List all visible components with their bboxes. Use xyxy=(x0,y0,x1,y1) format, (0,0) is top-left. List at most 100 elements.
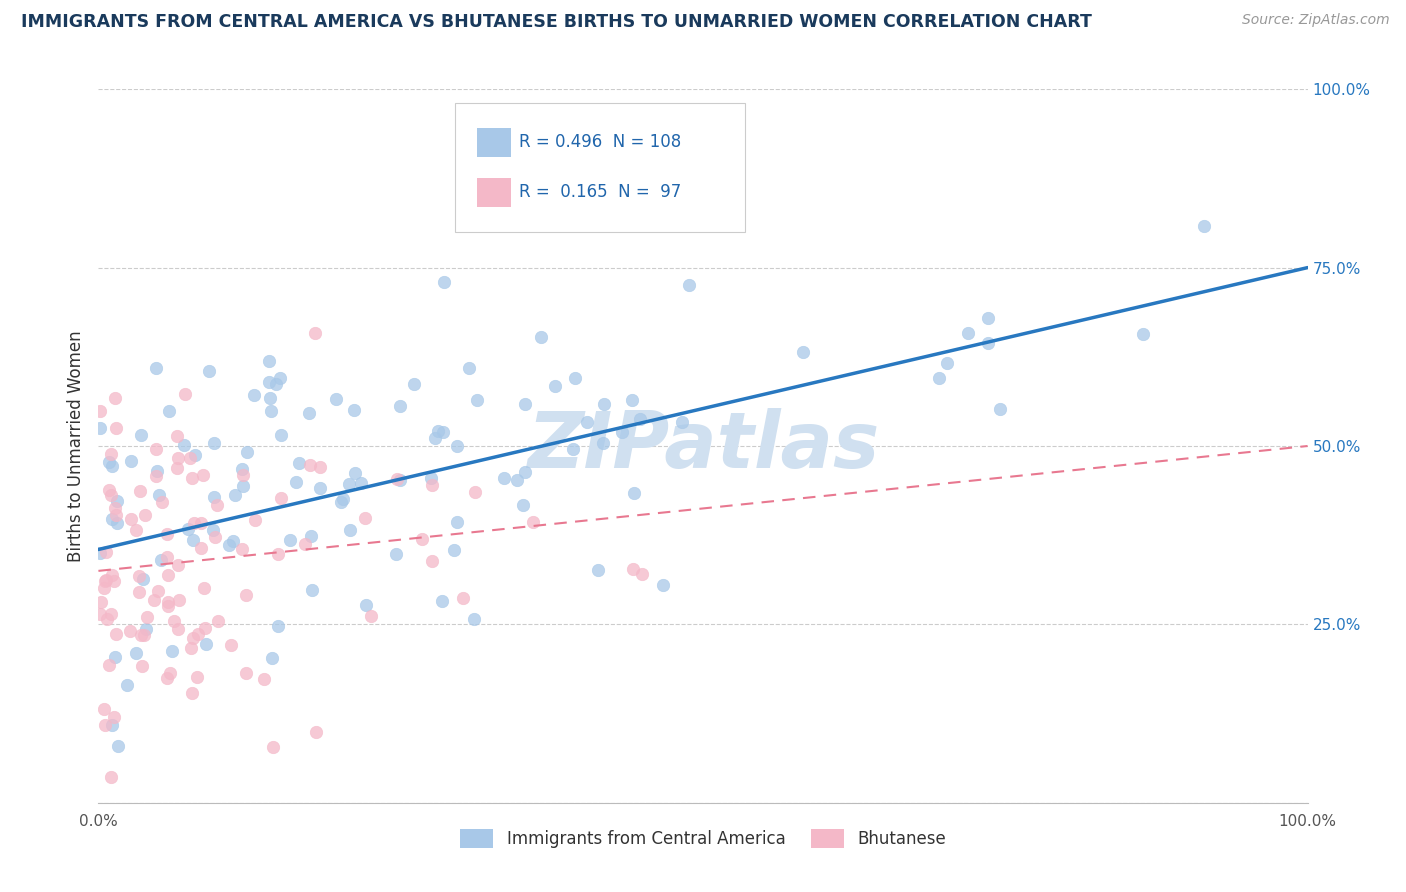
Y-axis label: Births to Unmarried Women: Births to Unmarried Women xyxy=(66,330,84,562)
Point xyxy=(287,456,309,470)
Point xyxy=(512,498,534,512)
Point xyxy=(494,471,516,485)
Point xyxy=(101,458,124,473)
Point xyxy=(107,739,129,753)
Point xyxy=(278,533,301,548)
Point xyxy=(174,386,197,401)
Point xyxy=(124,523,146,537)
Point xyxy=(103,649,125,664)
Point xyxy=(308,482,330,496)
Text: R = 0.496  N = 108: R = 0.496 N = 108 xyxy=(519,133,682,151)
Point xyxy=(184,448,207,462)
Point xyxy=(159,665,181,680)
Point xyxy=(270,491,292,505)
Point xyxy=(100,447,122,461)
Point xyxy=(465,392,488,407)
Point xyxy=(257,376,280,390)
Point xyxy=(186,670,208,684)
Point xyxy=(298,406,321,420)
Point xyxy=(262,739,284,754)
Point xyxy=(513,465,536,479)
Point xyxy=(120,454,142,468)
Point xyxy=(628,412,651,426)
Point xyxy=(299,528,322,542)
Point xyxy=(98,455,121,469)
Legend: Immigrants from Central America, Bhutanese: Immigrants from Central America, Bhutane… xyxy=(453,822,953,855)
Point xyxy=(104,627,127,641)
Point xyxy=(173,438,195,452)
Point xyxy=(231,541,253,556)
Point xyxy=(104,508,127,523)
Point xyxy=(652,578,675,592)
Point xyxy=(100,717,122,731)
Text: ZIPatlas: ZIPatlas xyxy=(527,408,879,484)
Point xyxy=(167,593,190,607)
Point xyxy=(167,558,190,572)
Point xyxy=(236,444,259,458)
Point xyxy=(115,678,138,692)
Point xyxy=(128,483,150,498)
Point xyxy=(389,400,412,414)
Point xyxy=(129,628,152,642)
Point xyxy=(125,646,148,660)
Point xyxy=(592,436,614,450)
Point xyxy=(976,310,998,325)
Point xyxy=(101,567,124,582)
Point xyxy=(621,562,644,576)
Point xyxy=(388,474,411,488)
Point xyxy=(156,595,179,609)
Point xyxy=(190,541,212,555)
Point xyxy=(190,516,212,530)
Point xyxy=(561,442,583,456)
Point xyxy=(260,403,283,417)
Point xyxy=(354,598,377,612)
Point xyxy=(432,275,454,289)
Point xyxy=(243,387,266,401)
Text: IMMIGRANTS FROM CENTRAL AMERICA VS BHUTANESE BIRTHS TO UNMARRIED WOMEN CORRELATI: IMMIGRANTS FROM CENTRAL AMERICA VS BHUTA… xyxy=(21,13,1092,31)
Point xyxy=(988,401,1011,416)
Point xyxy=(270,428,292,442)
Point xyxy=(89,421,111,435)
Point xyxy=(443,543,465,558)
Point xyxy=(956,326,979,341)
Point xyxy=(101,512,124,526)
Point xyxy=(385,472,408,486)
Point xyxy=(160,643,183,657)
Point xyxy=(610,425,633,439)
Point xyxy=(224,488,246,502)
Point xyxy=(89,403,111,417)
Point xyxy=(103,500,125,515)
Point xyxy=(623,485,645,500)
Point xyxy=(564,370,586,384)
Point xyxy=(181,533,204,548)
Point xyxy=(145,361,167,376)
Point xyxy=(266,376,288,391)
Point xyxy=(157,404,180,418)
Point xyxy=(163,614,186,628)
Point xyxy=(977,335,1000,350)
Point xyxy=(678,278,700,293)
Point xyxy=(530,330,553,344)
Point xyxy=(129,428,152,442)
Point xyxy=(104,392,127,406)
Point xyxy=(132,628,155,642)
Point xyxy=(257,353,280,368)
Point xyxy=(630,566,652,581)
Point xyxy=(1132,327,1154,342)
Point xyxy=(148,488,170,502)
Point xyxy=(193,621,215,635)
Point xyxy=(505,473,527,487)
Point xyxy=(325,392,347,407)
Point xyxy=(103,574,125,588)
Point xyxy=(411,532,433,546)
Point xyxy=(360,608,382,623)
Point xyxy=(156,568,179,582)
Point xyxy=(576,415,599,429)
Point xyxy=(93,702,115,716)
Point xyxy=(166,429,188,443)
Point xyxy=(156,671,179,685)
Point xyxy=(343,403,366,417)
Point xyxy=(202,435,225,450)
Point xyxy=(156,549,179,564)
Point xyxy=(267,548,290,562)
